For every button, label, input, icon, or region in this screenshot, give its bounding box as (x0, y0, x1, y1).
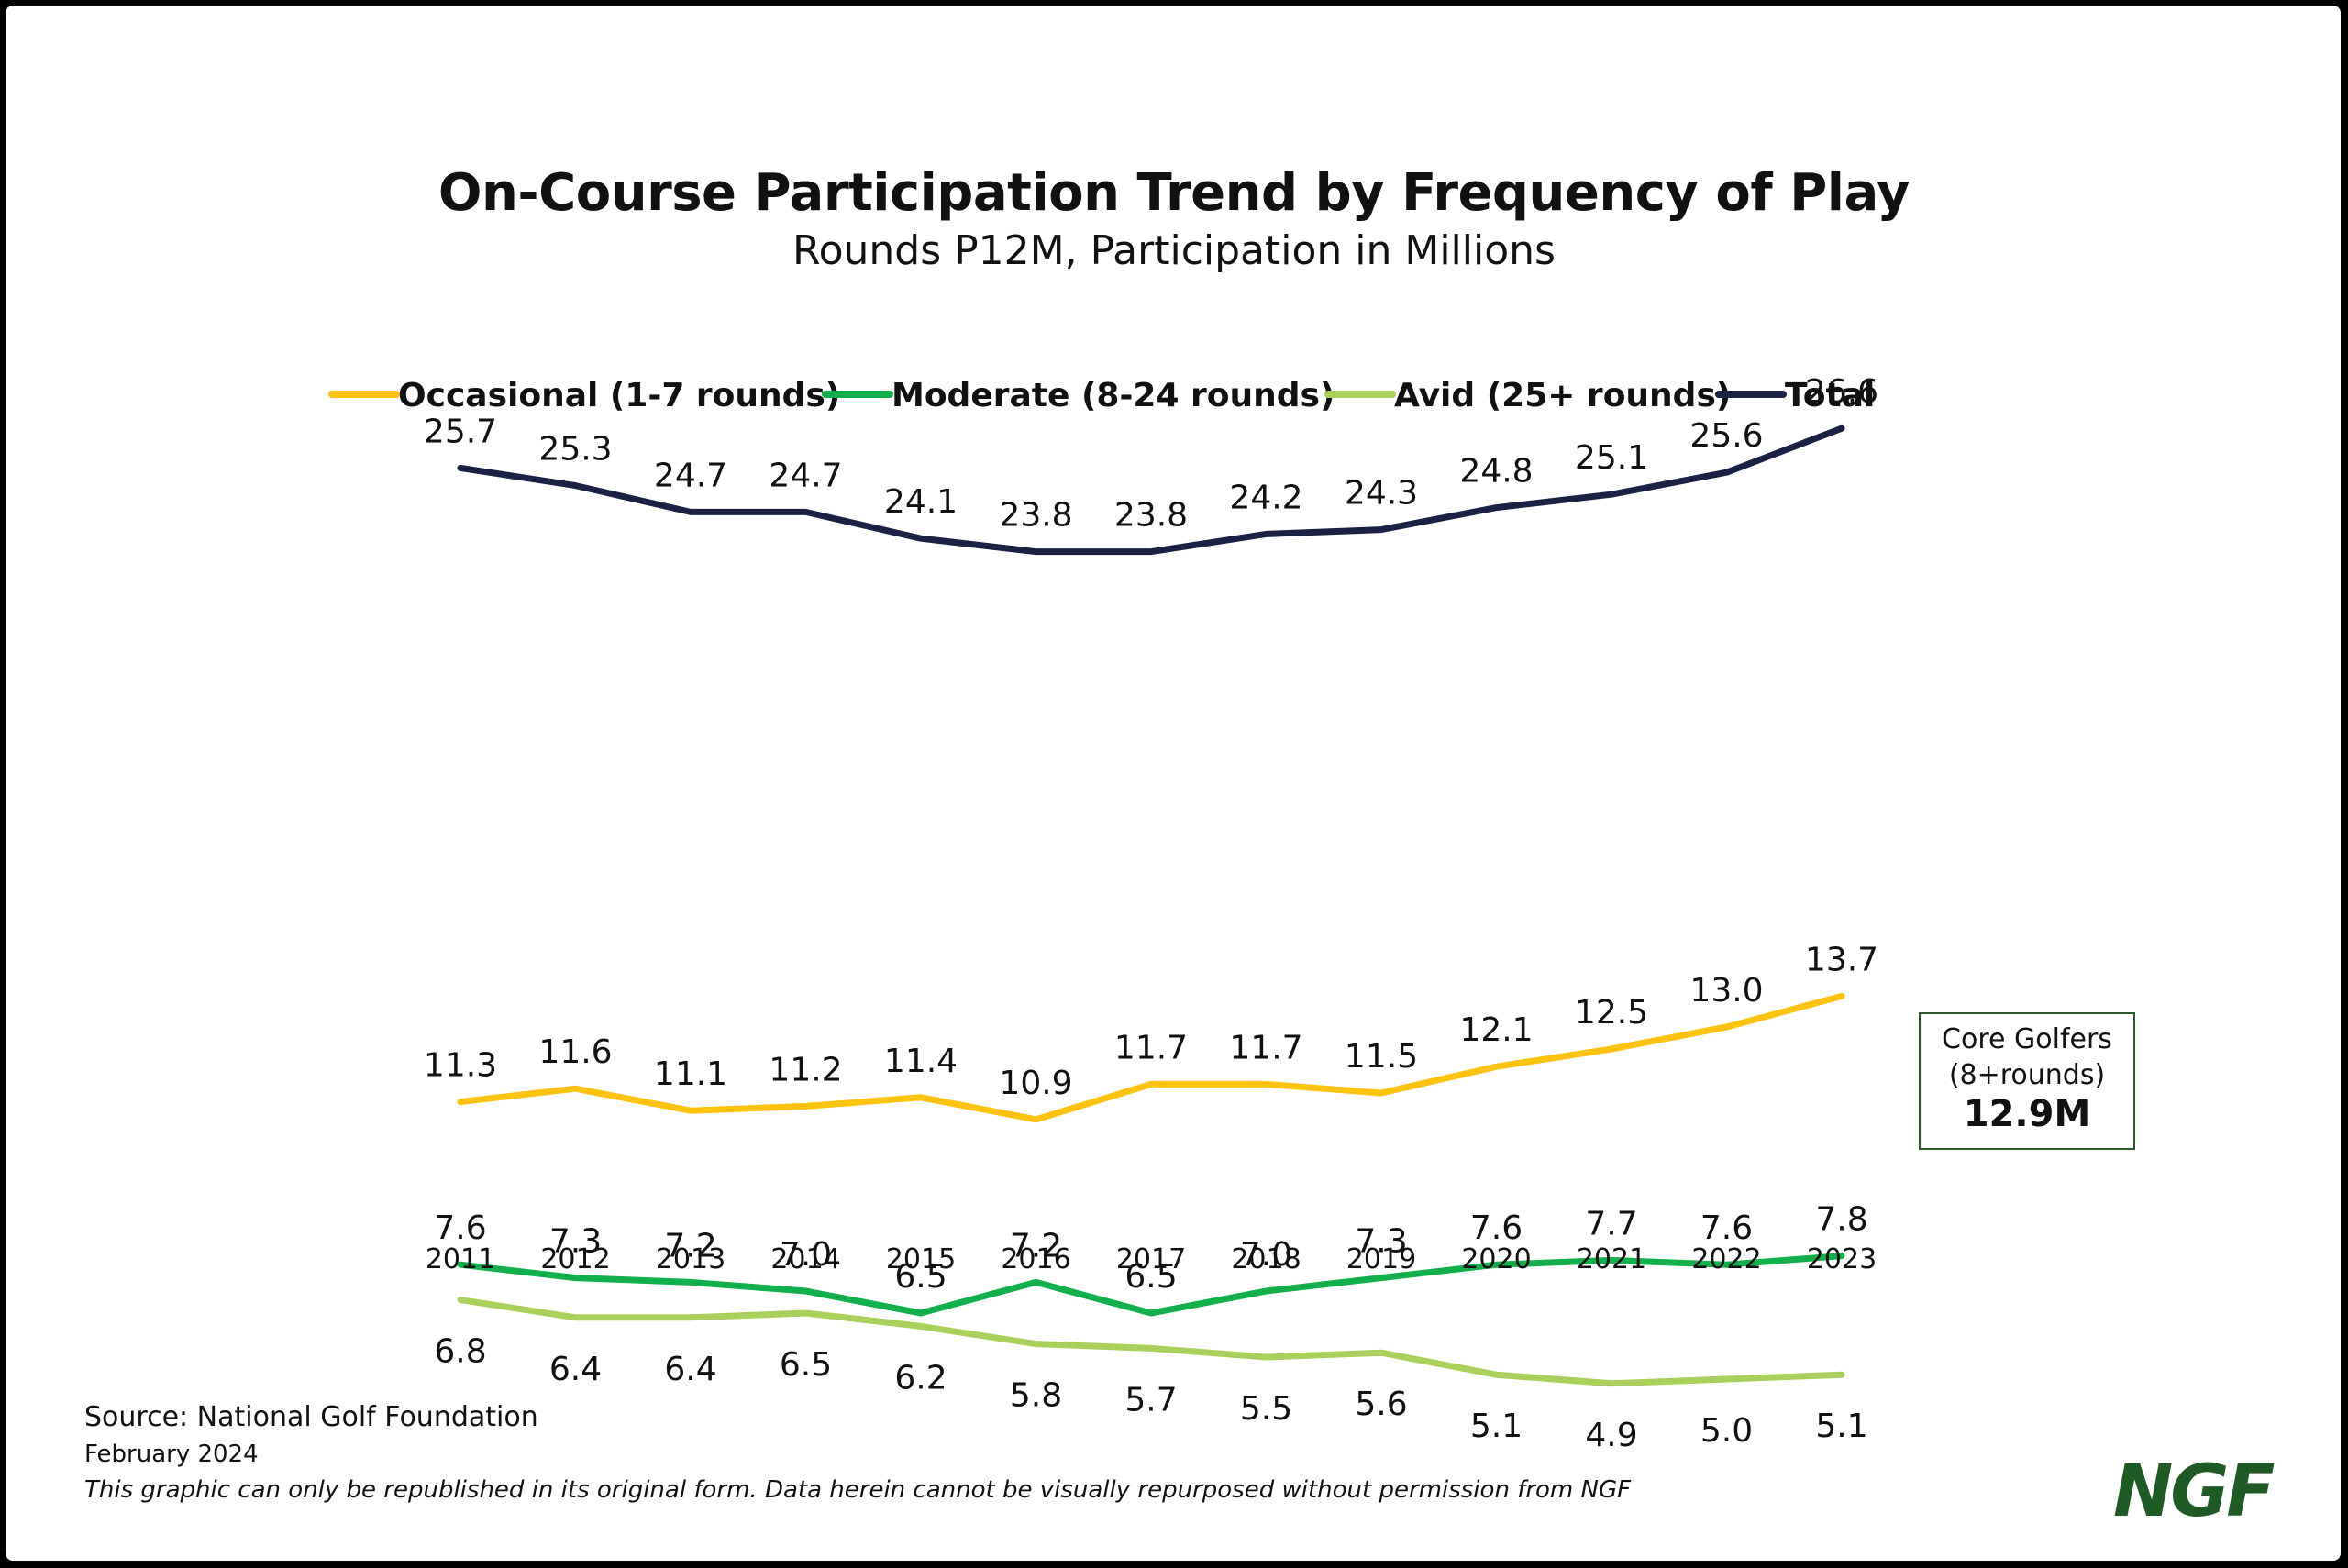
data-label-moderate-8-24-rounds: 7.6 (1470, 1209, 1523, 1247)
legend-label-moderate-8-24-rounds: Moderate (8-24 rounds) (892, 377, 1335, 414)
x-tick-label: 2011 (426, 1243, 495, 1275)
data-label-avid-25-rounds: 5.0 (1700, 1412, 1753, 1450)
legend-label-avid-25-rounds: Avid (25+ rounds) (1394, 377, 1731, 414)
callout-sublabel: (8+rounds) (1948, 1059, 2106, 1091)
x-tick-label: 2015 (886, 1243, 956, 1275)
chart-frame (6, 6, 2341, 1561)
data-label-occasional-1-7-rounds: 11.1 (654, 1055, 727, 1093)
x-tick-label: 2013 (656, 1243, 725, 1275)
data-label-avid-25-rounds: 6.4 (664, 1351, 716, 1388)
data-label-total: 25.7 (424, 413, 497, 450)
data-label-avid-25-rounds: 6.2 (894, 1359, 947, 1397)
data-label-total: 24.7 (769, 457, 842, 494)
data-label-avid-25-rounds: 6.4 (549, 1351, 602, 1388)
data-label-occasional-1-7-rounds: 10.9 (999, 1065, 1072, 1102)
data-label-total: 23.8 (1114, 497, 1188, 535)
data-label-total: 26.6 (1805, 373, 1878, 411)
chart-subtitle: Rounds P12M, Participation in Millions (792, 227, 1556, 274)
legend: Occasional (1-7 rounds) Moderate (8-24 ro… (328, 377, 1875, 414)
series-line-moderate-8-24-rounds (457, 1253, 1845, 1317)
legend-label-total: Total (1785, 377, 1875, 414)
data-label-moderate-8-24-rounds: 7.2 (1010, 1227, 1062, 1264)
data-label-avid-25-rounds: 6.8 (434, 1333, 486, 1371)
footer: Source: National Golf Foundation Februar… (84, 1399, 1631, 1507)
data-label-occasional-1-7-rounds: 13.0 (1689, 972, 1763, 1010)
data-label-total: 25.6 (1689, 417, 1763, 455)
data-label-avid-25-rounds: 5.1 (1470, 1408, 1523, 1445)
data-label-moderate-8-24-rounds: 7.6 (434, 1209, 486, 1247)
data-label-occasional-1-7-rounds: 11.4 (884, 1043, 958, 1080)
data-label-moderate-8-24-rounds: 7.8 (1815, 1201, 1867, 1239)
data-label-total: 25.1 (1575, 439, 1648, 477)
data-label-avid-25-rounds: 5.6 (1355, 1386, 1407, 1423)
series-line-avid-25-rounds (457, 1297, 1845, 1387)
data-label-avid-25-rounds: 5.1 (1815, 1408, 1867, 1445)
data-label-occasional-1-7-rounds: 11.2 (769, 1051, 842, 1088)
data-label-moderate-8-24-rounds: 6.5 (894, 1258, 947, 1296)
data-label-avid-25-rounds: 6.5 (780, 1346, 832, 1384)
legend-label-occasional-1-7-rounds: Occasional (1-7 rounds) (398, 377, 840, 414)
data-label-moderate-8-24-rounds: 6.5 (1124, 1258, 1177, 1296)
data-label-occasional-1-7-rounds: 12.1 (1459, 1011, 1533, 1049)
x-tick-label: 2021 (1577, 1243, 1646, 1275)
data-label-total: 24.3 (1345, 475, 1418, 513)
data-label-total: 24.2 (1229, 479, 1302, 516)
data-label-total: 24.1 (884, 483, 958, 521)
chart-title: On-Course Participation Trend by Frequen… (437, 163, 1911, 223)
data-label-avid-25-rounds: 4.9 (1585, 1417, 1637, 1454)
data-label-occasional-1-7-rounds: 13.7 (1805, 941, 1878, 978)
data-label-avid-25-rounds: 5.5 (1240, 1390, 1292, 1428)
x-tick-label: 2019 (1346, 1243, 1416, 1275)
data-label-total: 25.3 (538, 431, 612, 469)
x-axis: 2011 2012 2013 2014 2015 2016 2017 2018 2019 2020… (426, 1243, 1877, 1275)
callout-label: Core Golfers (1942, 1023, 2112, 1055)
series-avid-25-rounds: 6.8 6.4 6.4 6.5 6.2 5.8 5.7 5.5 5.6 5.1 4.9 5.0 5.1 (434, 1297, 1868, 1454)
data-label-occasional-1-7-rounds: 12.5 (1575, 994, 1648, 1032)
x-tick-label: 2016 (1001, 1243, 1070, 1275)
x-tick-label: 2020 (1461, 1243, 1531, 1275)
x-tick-label: 2017 (1116, 1243, 1186, 1275)
data-label-moderate-8-24-rounds: 7.0 (780, 1236, 832, 1274)
data-label-moderate-8-24-rounds: 7.7 (1585, 1205, 1637, 1242)
data-label-occasional-1-7-rounds: 11.3 (424, 1047, 497, 1085)
data-label-avid-25-rounds: 5.7 (1124, 1381, 1177, 1419)
callout-value: 12.9M (1963, 1093, 2091, 1135)
ngf-logo: NGF (2113, 1451, 2276, 1533)
data-label-moderate-8-24-rounds: 7.0 (1240, 1236, 1292, 1274)
x-tick-label: 2023 (1807, 1243, 1877, 1275)
data-label-moderate-8-24-rounds: 7.2 (664, 1227, 716, 1264)
data-label-moderate-8-24-rounds: 7.6 (1700, 1209, 1753, 1247)
date-text: February 2024 (84, 1441, 259, 1468)
series-line-total (457, 425, 1845, 556)
data-label-occasional-1-7-rounds: 11.5 (1345, 1038, 1418, 1076)
x-tick-label: 2018 (1231, 1243, 1301, 1275)
x-tick-label: 2012 (540, 1243, 610, 1275)
data-label-occasional-1-7-rounds: 11.7 (1114, 1029, 1188, 1066)
data-label-total: 24.7 (654, 457, 727, 494)
data-label-moderate-8-24-rounds: 7.3 (1355, 1223, 1407, 1261)
data-label-occasional-1-7-rounds: 11.6 (538, 1033, 612, 1071)
series-moderate-8-24-rounds: 7.6 7.3 7.2 7.0 6.5 7.2 6.5 7.0 7.3 7.6 7.7 7.6 7.8 (434, 1201, 1868, 1317)
data-label-avid-25-rounds: 5.8 (1010, 1377, 1062, 1415)
series-total: 25.7 25.3 24.7 24.7 24.1 23.8 23.8 24.2 24.3 24.8… (424, 373, 1878, 556)
data-label-total: 23.8 (999, 497, 1072, 535)
core-golfers-callout: Core Golfers (8+rounds) 12.9M (1919, 1012, 2135, 1150)
disclaimer-text: This graphic can only be republished in … (84, 1476, 1632, 1504)
data-label-moderate-8-24-rounds: 7.3 (549, 1223, 602, 1261)
source-text: Source: National Golf Foundation (84, 1401, 538, 1433)
series-occasional-1-7-rounds: 11.3 11.6 11.1 11.2 11.4 10.9 11.7 11.7 11.5 12.1… (424, 941, 1878, 1123)
data-label-occasional-1-7-rounds: 11.7 (1229, 1029, 1302, 1066)
x-tick-label: 2014 (770, 1243, 840, 1275)
x-tick-label: 2022 (1691, 1243, 1761, 1275)
data-label-total: 24.8 (1459, 453, 1533, 491)
series-line-occasional-1-7-rounds (457, 992, 1845, 1123)
